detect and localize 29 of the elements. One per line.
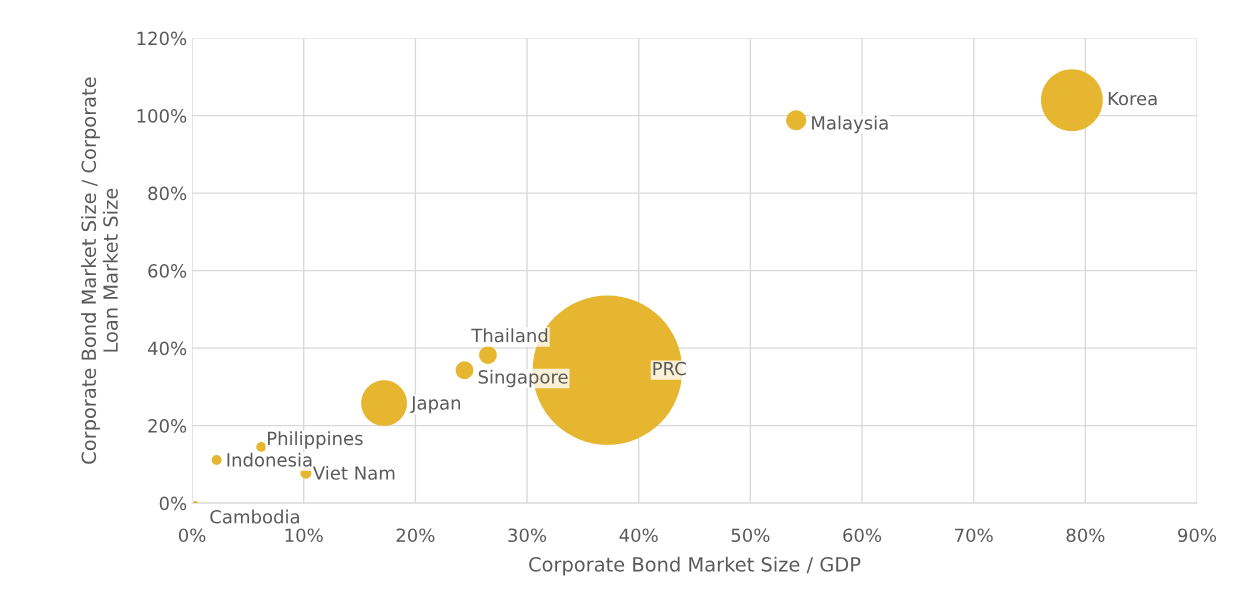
annotation: Singapore bbox=[478, 369, 568, 388]
x-tick-label: 30% bbox=[508, 528, 547, 543]
y-tick-label: 120% bbox=[137, 31, 187, 46]
x-tick-label: 40% bbox=[619, 528, 658, 543]
x-axis-title: Corporate Bond Market Size / GDP bbox=[529, 556, 861, 576]
annotation: Thailand bbox=[471, 328, 548, 343]
x-tick-label: 0% bbox=[178, 528, 206, 543]
y-tick-label: 80% bbox=[148, 186, 187, 201]
x-tick-label: 60% bbox=[843, 528, 882, 543]
x-tick-label: 80% bbox=[1066, 528, 1105, 543]
y-tick-label: 60% bbox=[148, 264, 187, 278]
x-tick-label: 10% bbox=[285, 528, 323, 543]
annotation: Japan bbox=[410, 396, 461, 414]
annotation: Indonesia bbox=[227, 452, 312, 467]
x-tick-label: 90% bbox=[1178, 528, 1217, 543]
annotation: PRC bbox=[653, 361, 686, 376]
annotation: Cambodia bbox=[210, 509, 299, 524]
y-tick-label: 40% bbox=[147, 341, 187, 356]
annotation: Malaysia bbox=[812, 115, 888, 134]
y-tick-label: 100% bbox=[137, 109, 187, 123]
y-tick-label: 20% bbox=[148, 419, 187, 433]
annotation: Korea bbox=[1108, 91, 1157, 106]
x-tick-label: 50% bbox=[731, 528, 770, 543]
annotation: Viet Nam bbox=[312, 465, 395, 480]
x-tick-label: 70% bbox=[955, 528, 993, 543]
y-tick-label: 0% bbox=[159, 496, 187, 511]
annotation: Philippines bbox=[268, 431, 363, 449]
y-axis-title: Corporate Bond Market Size / Corporate Loan Market Size bbox=[81, 77, 118, 464]
x-tick-label: 20% bbox=[396, 528, 435, 543]
